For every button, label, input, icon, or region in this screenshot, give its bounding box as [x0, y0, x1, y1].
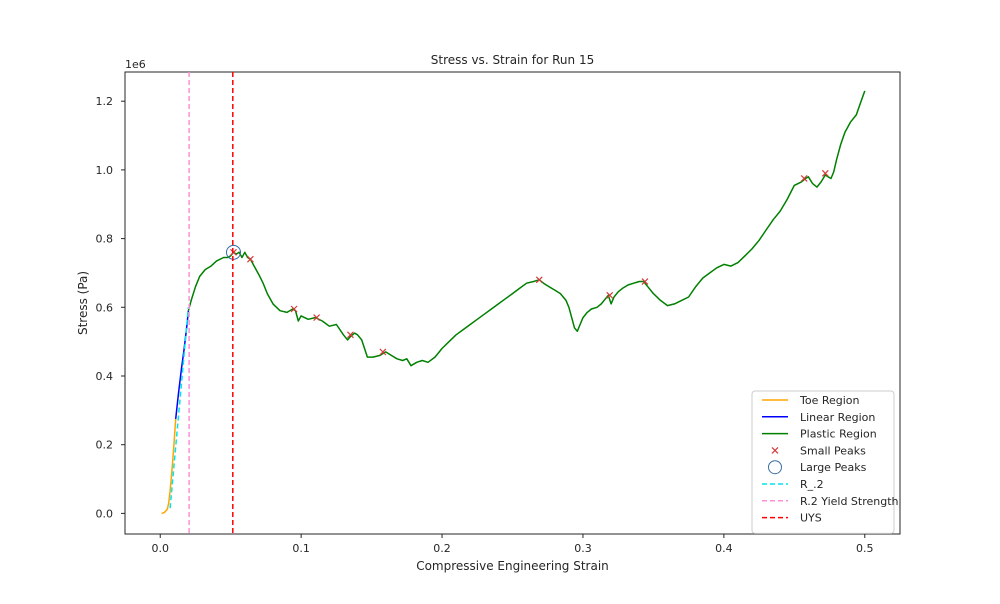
y-tick-label: 0.2	[96, 439, 114, 452]
y-tick-label: 0.8	[96, 233, 114, 246]
small-peak-marker	[290, 305, 298, 313]
small-peak-marker	[379, 348, 387, 356]
legend-label: Large Peaks	[800, 461, 867, 474]
y-tick-label: 1.0	[96, 164, 114, 177]
legend-entry: Plastic Region	[762, 428, 877, 441]
small-peak-marker	[246, 255, 254, 263]
legend-entry: R.2 Yield Strength	[762, 495, 899, 508]
legend-label: Toe Region	[799, 394, 860, 407]
y-tick-label: 0.4	[96, 370, 114, 383]
small-peak-marker	[347, 331, 354, 339]
legend-swatch	[771, 446, 779, 454]
legend-label: Plastic Region	[800, 428, 877, 441]
legend-entry: UYS	[762, 512, 822, 525]
legend-box	[751, 390, 895, 534]
y-axis-offset-text: 1e6	[125, 58, 146, 71]
legend-entry: Large Peaks	[768, 460, 867, 475]
series-line-2	[187, 90, 866, 367]
legend-entry: Small Peaks	[771, 444, 866, 457]
x-tick-label: 0.5	[856, 542, 874, 555]
chart-title: Stress vs. Strain for Run 15	[431, 53, 594, 67]
y-axis-label: Stress (Pa)	[76, 271, 90, 335]
small-peak-marker	[641, 278, 649, 285]
legend-label: UYS	[800, 512, 822, 525]
y-tick-label: 1.2	[96, 95, 114, 108]
legend-entry: Linear Region	[762, 411, 875, 424]
x-axis-label: Compressive Engineering Strain	[416, 559, 609, 573]
axes-frame	[124, 71, 901, 535]
series-line-0	[161, 418, 177, 515]
small-peak-marker	[606, 291, 614, 299]
y-tick-label: 0.0	[96, 507, 114, 520]
legend-label: R_.2	[800, 478, 824, 491]
small-peak-marker	[800, 175, 808, 182]
series-line-5	[169, 307, 190, 509]
legend-label: Small Peaks	[800, 444, 866, 457]
x-tick-label: 0.3	[574, 542, 592, 555]
x-axis-ticks: 0.0 0.1 0.2 0.3 0.4 0.5	[151, 534, 874, 555]
x-tick-label: 0.2	[433, 542, 451, 555]
x-tick-label: 0.4	[715, 542, 733, 555]
x-tick-label: 0.1	[292, 542, 310, 555]
legend-label: Linear Region	[800, 411, 875, 424]
series-layer	[161, 72, 866, 534]
small-peak-marker	[313, 314, 321, 322]
legend: Toe Region Linear Region Plastic Region Sma…	[751, 390, 899, 534]
y-axis-ticks: 0.0 0.2 0.4 0.6 0.8 1.0 1.2	[96, 95, 125, 520]
y-tick-label: 0.6	[96, 301, 114, 314]
small-peak-marker	[535, 276, 543, 284]
legend-swatch	[768, 460, 782, 475]
legend-entry: Toe Region	[762, 394, 860, 407]
legend-entry: R_.2	[762, 478, 824, 491]
legend-label: R.2 Yield Strength	[800, 495, 899, 508]
x-tick-label: 0.0	[151, 542, 169, 555]
small-peak-marker	[821, 169, 829, 177]
